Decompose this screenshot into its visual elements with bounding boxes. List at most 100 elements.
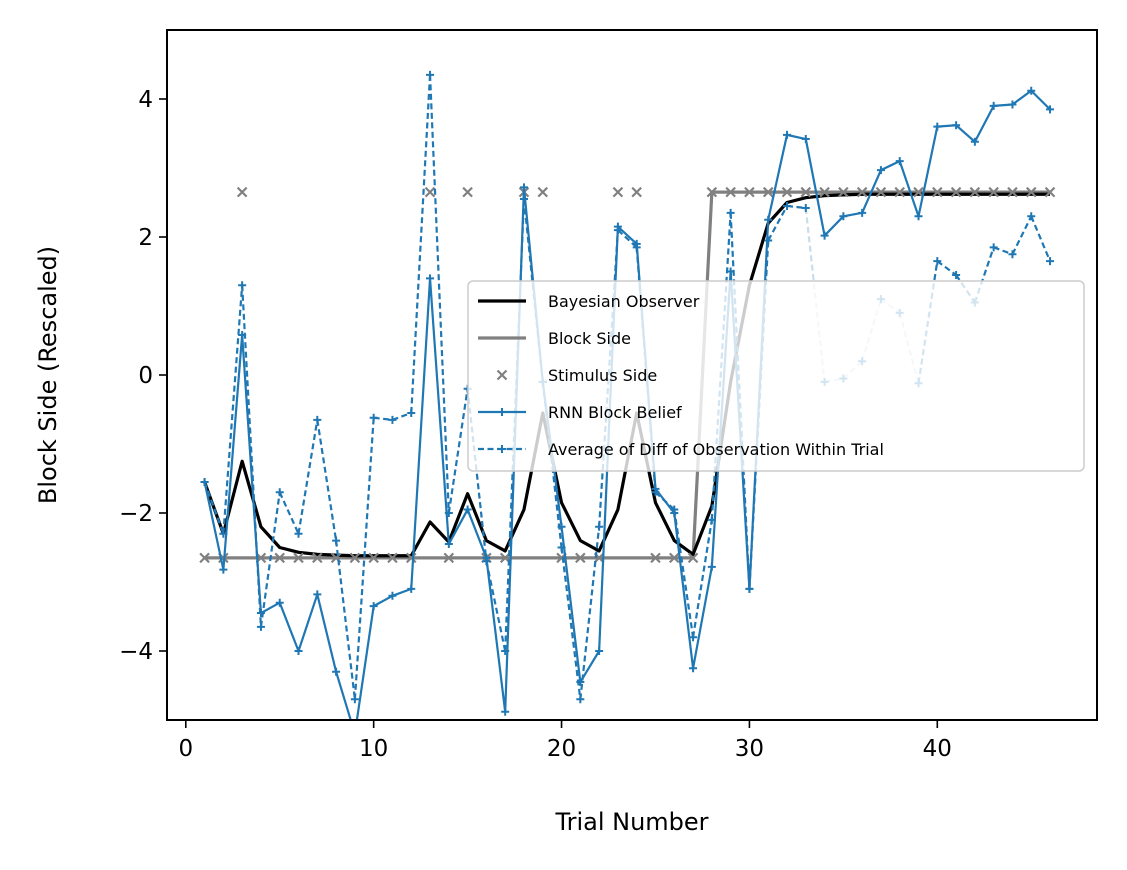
data-point	[369, 413, 378, 422]
data-point	[819, 186, 830, 198]
data-point	[350, 695, 359, 704]
data-point	[820, 231, 829, 240]
x-axis: 0 10 20 30 40	[178, 720, 952, 762]
data-point	[426, 70, 435, 79]
data-point	[1008, 250, 1017, 259]
data-point	[800, 186, 812, 198]
y-tick-label: 0	[138, 363, 153, 389]
x-tick-label: 10	[359, 736, 388, 762]
legend-marker	[498, 445, 506, 453]
data-point	[839, 212, 848, 221]
data-point	[914, 212, 923, 221]
data-point	[444, 509, 453, 517]
data-point	[238, 281, 247, 290]
data-point	[876, 166, 885, 175]
data-point	[388, 591, 397, 600]
y-tick-label: 2	[138, 225, 153, 251]
series-segment	[654, 491, 676, 511]
series-rnn-block-belief	[200, 86, 1055, 720]
data-point	[933, 257, 942, 266]
data-point	[293, 552, 304, 564]
legend-frame	[467, 280, 1085, 472]
data-point	[969, 186, 981, 198]
data-point	[576, 695, 585, 704]
data-point	[989, 101, 998, 110]
series-segment	[392, 411, 412, 421]
data-point	[426, 274, 435, 283]
data-point	[689, 664, 698, 673]
y-tick-label: −2	[119, 501, 153, 527]
data-point	[369, 602, 378, 611]
legend-label: Bayesian Observer	[548, 292, 700, 311]
data-point	[407, 584, 416, 593]
legend-item-stimulus-side: Stimulus Side	[496, 366, 657, 385]
series-segment	[541, 381, 563, 548]
data-point	[388, 415, 397, 424]
data-point	[537, 186, 549, 198]
data-point	[312, 552, 323, 564]
data-point	[988, 186, 999, 198]
data-point	[1027, 86, 1036, 95]
series-segment	[767, 205, 788, 241]
data-point	[725, 186, 736, 198]
data-point	[670, 505, 679, 514]
data-point	[332, 536, 341, 545]
series-segment	[579, 526, 601, 700]
data-point	[858, 208, 867, 217]
series-line	[203, 89, 1051, 720]
data-point	[783, 201, 791, 210]
series-segment	[673, 509, 695, 638]
data-point	[933, 122, 942, 131]
data-point	[1025, 186, 1037, 198]
data-point	[595, 647, 604, 655]
data-point	[631, 186, 642, 198]
legend-item-average-of-diff-of-observation-within-trial: Average of Diff of Observation Within Tr…	[478, 440, 884, 459]
series-segment	[955, 274, 976, 304]
data-point	[256, 622, 265, 631]
data-point	[368, 552, 379, 564]
data-point	[687, 552, 699, 564]
data-point	[200, 477, 209, 486]
series-segment	[617, 229, 638, 249]
data-point	[612, 186, 624, 198]
series-segment	[993, 246, 1013, 256]
x-tick-label: 20	[547, 736, 576, 762]
data-point	[501, 707, 510, 716]
data-point	[274, 552, 286, 564]
series-segment	[598, 230, 620, 527]
data-point	[424, 186, 436, 198]
data-point	[557, 543, 566, 552]
data-point	[707, 515, 716, 524]
data-point	[294, 647, 303, 655]
data-point	[707, 562, 716, 571]
data-point	[745, 584, 754, 593]
data-point	[275, 488, 284, 497]
data-point	[443, 552, 455, 564]
data-point	[1046, 105, 1055, 114]
legend-item-bayesian-observer: Bayesian Observer	[478, 292, 700, 311]
x-axis-title: Trial Number	[554, 808, 708, 836]
legend-marker	[496, 369, 508, 381]
series-segment	[729, 212, 751, 589]
x-tick-label: 0	[178, 736, 193, 762]
series-segment	[241, 285, 263, 627]
data-point	[387, 552, 398, 564]
x-tick-label: 40	[923, 736, 952, 762]
y-tick-label: 4	[138, 87, 153, 113]
data-point	[1044, 186, 1056, 198]
series-segment	[428, 74, 450, 514]
data-point	[856, 186, 868, 198]
series-segment	[691, 519, 713, 638]
data-point	[781, 186, 793, 198]
y-axis-title: Block Side (Rescaled)	[34, 246, 62, 504]
data-point	[952, 270, 961, 279]
legend-label: Average of Diff of Observation Within Tr…	[548, 440, 884, 459]
data-point	[407, 408, 416, 417]
legend-label: Stimulus Side	[548, 366, 657, 385]
data-point	[313, 590, 322, 599]
data-point	[313, 415, 322, 424]
y-tick-label: −4	[119, 639, 153, 665]
data-point	[275, 598, 284, 607]
data-point	[762, 186, 774, 198]
data-point	[801, 135, 810, 144]
